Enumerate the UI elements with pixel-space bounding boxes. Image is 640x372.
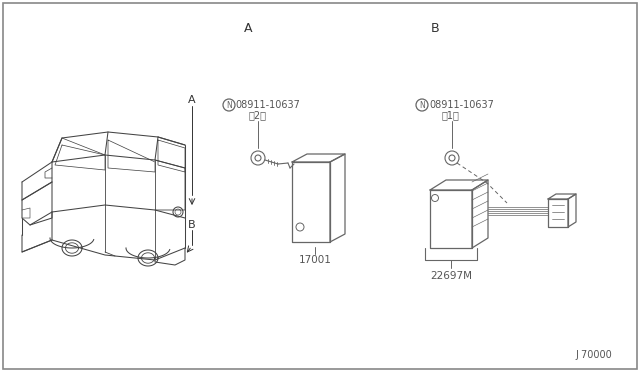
Text: N: N	[226, 100, 232, 109]
Circle shape	[223, 99, 235, 111]
Text: A: A	[244, 22, 252, 35]
Text: 22697M: 22697M	[430, 271, 472, 281]
Text: B: B	[188, 220, 196, 230]
Text: N: N	[419, 100, 425, 109]
Text: A: A	[188, 95, 196, 105]
Text: J 70000: J 70000	[575, 350, 612, 360]
Circle shape	[251, 151, 265, 165]
Text: 08911-10637: 08911-10637	[236, 100, 300, 110]
Circle shape	[431, 195, 438, 202]
Circle shape	[255, 155, 261, 161]
Text: B: B	[431, 22, 439, 35]
Circle shape	[175, 209, 181, 215]
Text: （1）: （1）	[441, 110, 459, 120]
Circle shape	[296, 223, 304, 231]
Text: 08911-10637: 08911-10637	[429, 100, 495, 110]
Circle shape	[416, 99, 428, 111]
Text: 17001: 17001	[299, 255, 332, 265]
Circle shape	[173, 207, 183, 217]
Circle shape	[445, 151, 459, 165]
Text: （2）: （2）	[249, 110, 267, 120]
Circle shape	[449, 155, 455, 161]
